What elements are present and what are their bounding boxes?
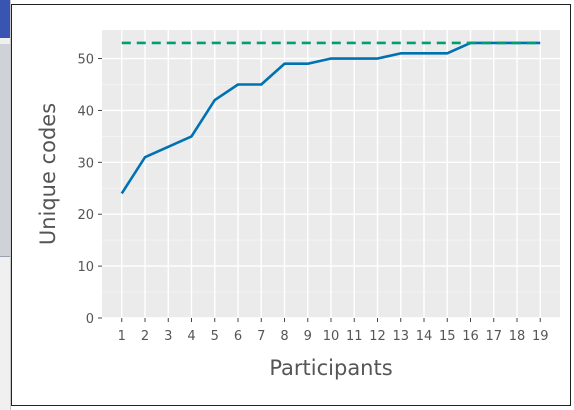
x-tick-label: 8 — [280, 329, 288, 344]
x-tick-label: 14 — [416, 329, 433, 344]
x-tick-label: 19 — [532, 329, 549, 344]
x-tick-label: 13 — [392, 329, 409, 344]
gridlines — [102, 30, 560, 319]
series-group — [120, 41, 541, 195]
y-tick-label: 40 — [77, 104, 94, 119]
left-window-panel — [0, 44, 10, 257]
y-tick-label: 0 — [86, 312, 94, 327]
x-tick-label: 12 — [369, 329, 386, 344]
x-tick-label: 7 — [257, 329, 265, 344]
x-tick-label: 16 — [462, 329, 479, 344]
x-tick-label: 10 — [323, 329, 340, 344]
left-window-strip — [0, 0, 11, 410]
x-tick-label: 3 — [164, 329, 172, 344]
x-tick-label: 17 — [485, 329, 502, 344]
x-tick-label: 11 — [346, 329, 363, 344]
x-tick-label: 6 — [234, 329, 242, 344]
x-tick-label: 4 — [187, 329, 195, 344]
y-axis-label: Unique codes — [36, 103, 60, 245]
x-tick-label: 15 — [439, 329, 456, 344]
y-tick-label: 30 — [77, 156, 94, 171]
x-tick-label: 2 — [141, 329, 149, 344]
left-window-accent — [0, 0, 10, 38]
x-axis-label: Participants — [269, 356, 392, 380]
x-tick-label: 18 — [509, 329, 526, 344]
x-tick-label: 1 — [118, 329, 126, 344]
y-tick-label: 20 — [77, 208, 94, 223]
x-tick-label: 5 — [211, 329, 219, 344]
y-tick-label: 50 — [77, 53, 94, 68]
y-tick-label: 10 — [77, 260, 94, 275]
x-tick-label: 9 — [304, 329, 312, 344]
